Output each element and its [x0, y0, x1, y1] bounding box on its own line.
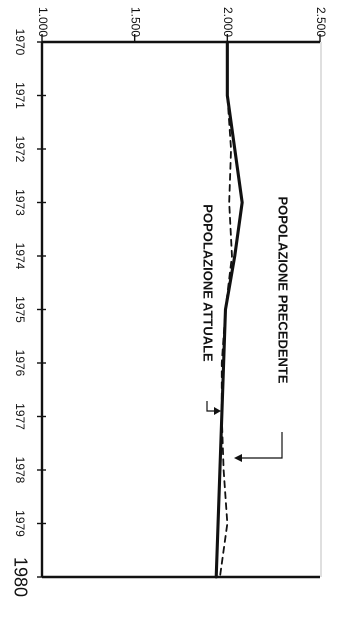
- series-point-1-1973: [241, 201, 243, 203]
- series-label-attuale: POPOLAZIONE ATTUALE: [201, 204, 216, 362]
- series-point-1-1977: [221, 415, 223, 417]
- axes-layer: [37, 34, 322, 579]
- x-tick-label-1971: 1971: [13, 82, 27, 109]
- x-tick-label-1973: 1973: [13, 189, 27, 216]
- y-tick-label-2.000: 2.000: [221, 7, 235, 37]
- labels-layer: 1970 1971 1972 1973 1974 1975 1976 1977 1978 1979…: [10, 7, 328, 597]
- series-point-0-1974: [231, 255, 233, 257]
- y-tick-label-1.500: 1.500: [128, 7, 142, 37]
- series-point-1-1970: [226, 41, 228, 43]
- series-point-0-1978: [223, 469, 225, 471]
- series-point-1-1976: [223, 362, 225, 364]
- y-tick-label-1.000: 1.000: [36, 7, 50, 37]
- series-label-precedente: POPOLAZIONE PRECEDENTE: [276, 196, 291, 383]
- series-point-1-1980: [215, 576, 217, 578]
- series-pointer-arrowhead-attuale: [214, 407, 221, 415]
- x-tick-label-1970: 1970: [13, 29, 27, 56]
- series-point-1-1979: [217, 522, 219, 524]
- series-point-1-1972: [234, 148, 236, 150]
- series-point-1-1971: [226, 94, 228, 96]
- x-tick-label-1976: 1976: [13, 350, 27, 377]
- x-tick-label-1977: 1977: [13, 403, 27, 430]
- series-layer: [214, 40, 244, 579]
- x-tick-label-1978: 1978: [13, 457, 27, 484]
- series-line-attuale: [214, 40, 244, 579]
- series-point-0-1979: [226, 522, 228, 524]
- series-point-0-1972: [230, 148, 232, 150]
- y-tick-label-2.500: 2.500: [314, 7, 328, 37]
- series-pointer-precedente: [236, 432, 283, 459]
- series-point-1-1978: [219, 469, 221, 471]
- x-tick-label-1975: 1975: [13, 296, 27, 323]
- x-tick-label-1974: 1974: [13, 243, 27, 270]
- x-tick-label-1972: 1972: [13, 136, 27, 163]
- x-tick-label-1980: 1980: [10, 557, 30, 597]
- x-tick-label-1979: 1979: [13, 510, 27, 537]
- series-point-0-1980: [219, 576, 221, 578]
- series-point-0-1973: [228, 201, 230, 203]
- series-point-1-1975: [224, 308, 226, 310]
- series-pointer-arrowhead-precedente: [234, 454, 242, 462]
- series-point-1-1974: [234, 255, 236, 257]
